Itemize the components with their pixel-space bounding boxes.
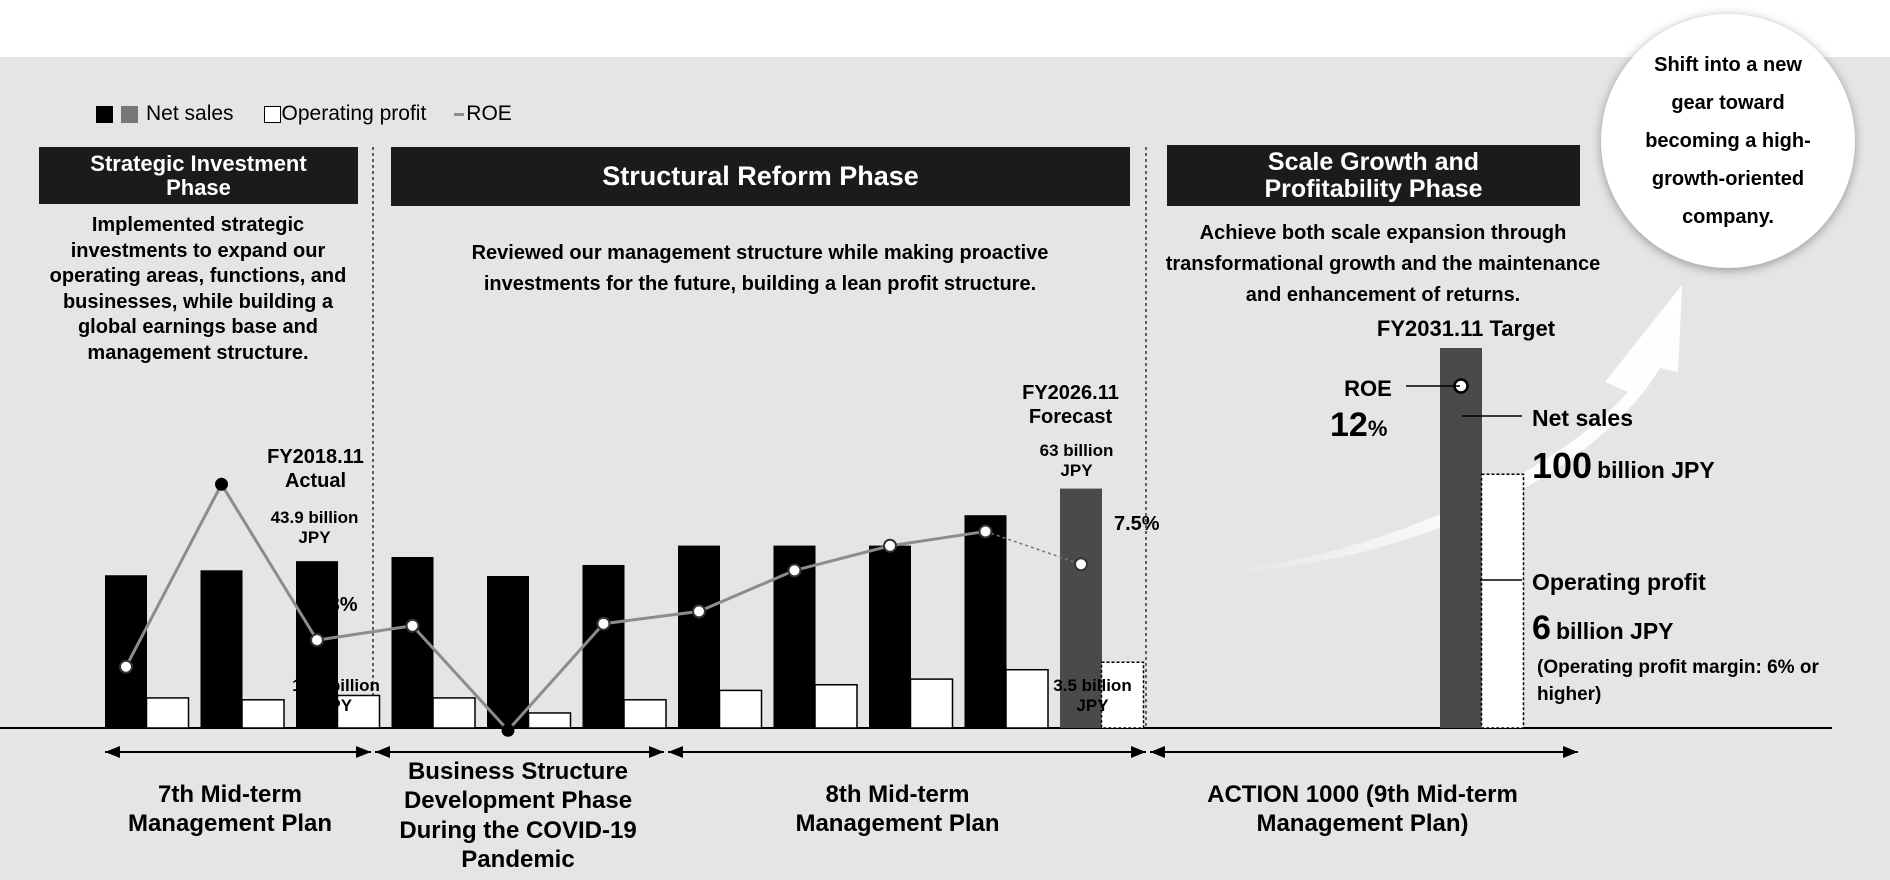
plan-label-8th: 8th Mid-term Management Plan bbox=[795, 781, 1000, 838]
operating-profit-bar bbox=[241, 699, 285, 729]
target-roe-value: 12% bbox=[1330, 405, 1410, 446]
legend-label-net-sales: Net sales bbox=[146, 102, 234, 125]
operating-profit-bar bbox=[718, 689, 763, 729]
fy2026-sales-label: 63 billion JPY bbox=[1039, 441, 1114, 481]
roe-forecast-line bbox=[985, 530, 1082, 565]
net-sales-bar bbox=[869, 545, 911, 728]
operating-profit-bar bbox=[814, 684, 858, 729]
target-op-value: 6 billion JPY bbox=[1532, 608, 1792, 649]
plan-label-7th: 7th Mid-term Management Plan bbox=[127, 781, 333, 838]
net-sales-bar bbox=[487, 576, 529, 728]
target-roe-number: 12 bbox=[1330, 406, 1368, 444]
roe-point bbox=[978, 524, 993, 539]
fy2026-label: FY2026.11 Forecast bbox=[1022, 382, 1119, 428]
plan-arrow-9th-right-head bbox=[1563, 746, 1578, 758]
bars-group bbox=[105, 348, 1525, 729]
operating-profit-bar bbox=[336, 694, 381, 729]
roe-point bbox=[501, 723, 515, 737]
target-net-sales-bar bbox=[1440, 348, 1482, 728]
fy2026-roe-label: 7.5% bbox=[1114, 513, 1160, 535]
roe-point bbox=[596, 616, 611, 631]
fy2018-sales-label: 43.9 billion JPY bbox=[270, 508, 359, 548]
plan-arrow-7th-right-head bbox=[356, 746, 371, 758]
phase-description-scale: Achieve both scale expansion through tra… bbox=[1165, 222, 1601, 306]
chart-legend: Net sales Operating profit ROE bbox=[96, 102, 512, 126]
plan-label-9th: ACTION 1000 (9th Mid-term Management Pla… bbox=[1207, 781, 1518, 838]
legend-swatch-operating-profit bbox=[263, 105, 281, 123]
target-op-unit: billion JPY bbox=[1555, 618, 1674, 644]
target-sales-value: 100 billion JPY bbox=[1532, 444, 1832, 487]
roe-line-group bbox=[119, 378, 1469, 737]
legend-swatch-net-sales-forecast bbox=[121, 105, 138, 123]
legend-label-roe: ROE bbox=[466, 102, 512, 125]
roe-point bbox=[405, 618, 420, 633]
plan-arrow-9th-left-head bbox=[1150, 746, 1165, 758]
plan-arrow-7th-left-head bbox=[105, 746, 120, 758]
target-roe-label: ROE bbox=[1344, 376, 1392, 401]
phase-header-structural: Structural Reform Phase bbox=[391, 147, 1130, 206]
roe-point bbox=[1074, 557, 1088, 572]
target-op-label: Operating profit bbox=[1532, 569, 1706, 595]
target-sales-number: 100 bbox=[1532, 445, 1593, 486]
roe-point bbox=[215, 477, 228, 491]
operating-profit-bar bbox=[1100, 661, 1145, 729]
legend-label-operating-profit: Operating profit bbox=[281, 102, 427, 125]
operating-profit-bar bbox=[623, 699, 667, 729]
operating-profit-bar bbox=[909, 678, 954, 729]
plan-arrow-covid-left-head bbox=[375, 746, 390, 758]
target-roe-unit: % bbox=[1367, 416, 1388, 441]
roe-point bbox=[692, 604, 706, 619]
net-sales-bar bbox=[1060, 488, 1102, 728]
operating-profit-bar bbox=[145, 697, 190, 729]
plan-arrows bbox=[105, 746, 1578, 758]
shift-gear-bubble: Shift into a new gear toward becoming a … bbox=[1601, 14, 1855, 268]
target-leaders bbox=[1406, 385, 1522, 581]
net-sales-bar bbox=[105, 575, 147, 728]
fy2026-op-label: 3.5 billion JPY bbox=[1053, 676, 1132, 716]
fy2031-label: FY2031.11 Target bbox=[1376, 316, 1556, 341]
roe-point bbox=[883, 538, 897, 553]
fy2018-roe-label: 3.8% bbox=[312, 594, 358, 616]
fy2018-op-label: 1.73 billion JPY bbox=[292, 676, 380, 716]
plan-arrow-8th-left-head bbox=[668, 746, 683, 758]
phase-header-strategic: Strategic Investment Phase bbox=[39, 147, 358, 204]
plan-arrow-covid-right-head bbox=[649, 746, 664, 758]
target-op-number: 6 bbox=[1532, 609, 1551, 647]
roe-point bbox=[310, 633, 324, 648]
roe-point bbox=[119, 659, 133, 674]
net-sales-bar bbox=[200, 570, 243, 728]
phase-header-scale: Scale Growth and Profitability Phase bbox=[1167, 145, 1580, 206]
plan-arrow-8th-right-head bbox=[1131, 746, 1146, 758]
roe-point bbox=[787, 563, 802, 578]
legend-swatch-net-sales-actual bbox=[96, 105, 113, 123]
legend-swatch-roe bbox=[454, 112, 465, 116]
operating-profit-bar bbox=[432, 697, 476, 729]
target-sales-label: Net sales bbox=[1532, 405, 1634, 431]
operating-profit-bar bbox=[527, 712, 572, 729]
operating-profit-bar bbox=[1005, 668, 1049, 729]
phase-description-structural: Reviewed our management structure while … bbox=[471, 242, 1049, 295]
net-sales-bar bbox=[678, 545, 720, 728]
bubble-text: Shift into a new gear toward becoming a … bbox=[1645, 54, 1811, 228]
fy2018-label: FY2018.11 Actual bbox=[267, 446, 364, 492]
net-sales-bar bbox=[964, 515, 1007, 728]
target-operating-profit-bar bbox=[1480, 473, 1525, 729]
net-sales-bar bbox=[582, 564, 625, 728]
target-sales-unit: billion JPY bbox=[1597, 457, 1715, 483]
phase-description-strategic: Implemented strategic investments to exp… bbox=[49, 214, 347, 364]
plan-label-covid: Business Structure Development Phase Dur… bbox=[399, 758, 637, 873]
roe-line bbox=[124, 481, 986, 733]
target-op-margin: (Operating profit margin: 6% or higher) bbox=[1537, 657, 1819, 705]
